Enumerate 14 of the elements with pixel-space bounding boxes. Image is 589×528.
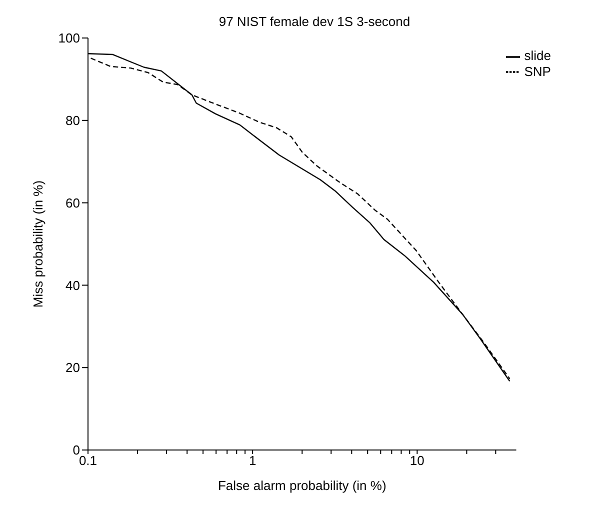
y-tick-label: 100 bbox=[58, 30, 80, 46]
chart-title: 97 NIST female dev 1S 3-second bbox=[218, 14, 410, 29]
x-tick-label: 10 bbox=[410, 453, 424, 468]
y-tick-label: 80 bbox=[66, 113, 80, 128]
y-tick-label: 60 bbox=[66, 195, 80, 210]
legend-label: SNP bbox=[524, 64, 551, 79]
x-tick-label: 0.1 bbox=[78, 453, 98, 468]
y-axis-title: Miss probability (in %) bbox=[30, 180, 46, 308]
legend-label: slide bbox=[524, 48, 551, 63]
y-tick-label: 20 bbox=[66, 360, 80, 376]
y-tick-label: 40 bbox=[66, 278, 80, 293]
x-tick-label: 1 bbox=[248, 453, 256, 468]
y-tick-label: 0 bbox=[72, 442, 80, 458]
x-axis-title: False alarm probability (in %) bbox=[218, 478, 386, 493]
